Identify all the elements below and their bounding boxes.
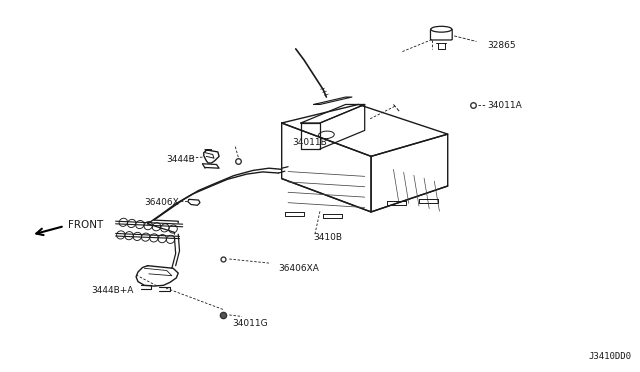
FancyBboxPatch shape — [431, 29, 452, 40]
Text: FRONT: FRONT — [68, 220, 104, 230]
Text: 36406XA: 36406XA — [278, 264, 319, 273]
Text: 34011B: 34011B — [292, 138, 326, 147]
Text: 34011A: 34011A — [487, 101, 522, 110]
Text: 3410B: 3410B — [314, 232, 342, 242]
Text: 3444B: 3444B — [167, 155, 195, 164]
Text: 32865: 32865 — [487, 41, 516, 50]
Text: 3444B+A: 3444B+A — [91, 286, 134, 295]
Ellipse shape — [431, 26, 452, 32]
Text: 34011G: 34011G — [232, 319, 268, 328]
Text: 36406X: 36406X — [145, 198, 179, 207]
Text: J3410DD0: J3410DD0 — [589, 352, 632, 361]
